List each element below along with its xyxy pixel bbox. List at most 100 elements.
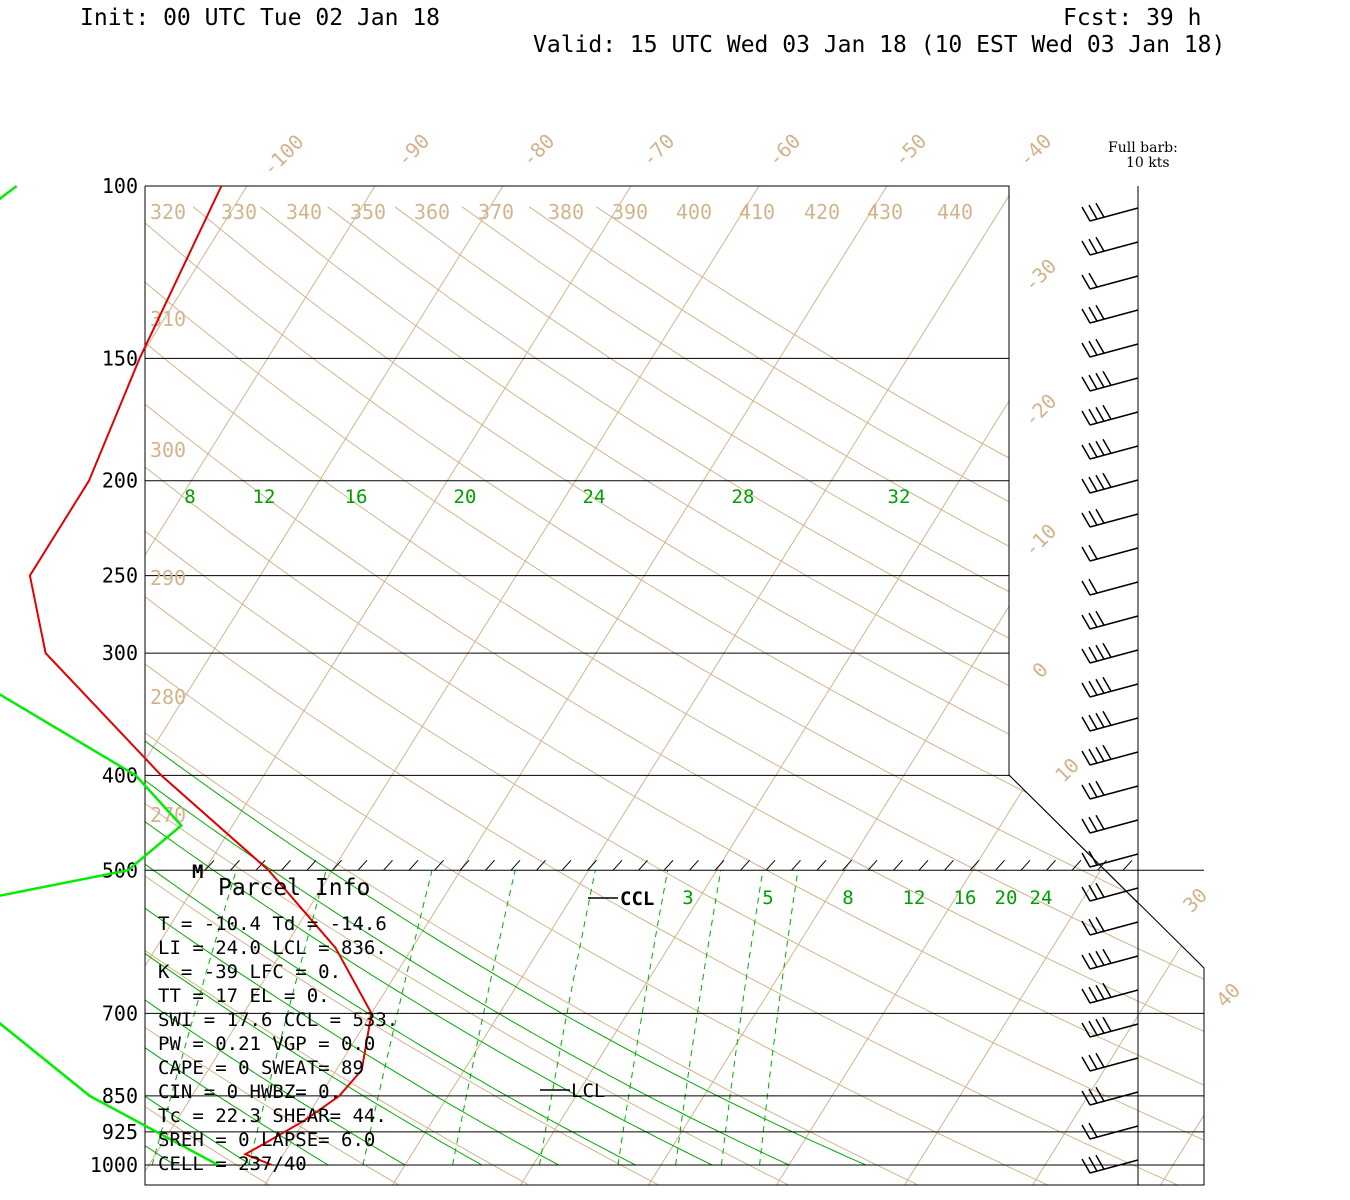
mixing-ratio-lines [151, 870, 799, 1166]
wind-barb-flag [1102, 370, 1112, 386]
dry-adiabat [595, 206, 1204, 1185]
mixing-ratio-label: 28 [732, 486, 755, 508]
hatch-mark [765, 859, 776, 871]
hatch-mark [281, 859, 291, 871]
isotherm-line [145, 186, 646, 1185]
wind-barb-flag [1081, 750, 1091, 766]
theta-label: 360 [414, 200, 450, 224]
parcel-info-title: Parcel Info [218, 875, 370, 901]
wind-barb-staff [1089, 649, 1139, 664]
wind-barb-flag [1088, 442, 1098, 458]
isotherm-line [391, 186, 1030, 1185]
wind-barb-staff [1089, 547, 1139, 562]
mixing-ratio-line [675, 870, 722, 1166]
valid-time: Valid: 15 UTC Wed 03 Jan 18 (10 EST Wed … [533, 32, 1225, 58]
wind-barb-flag [1088, 578, 1098, 594]
wind-barb-flag [1102, 744, 1112, 760]
dry-adiabat [145, 206, 1204, 1185]
hatch-mark [485, 859, 495, 871]
wind-barb-flag [1081, 648, 1091, 664]
hatch-mark [1020, 859, 1031, 871]
isotherm-label: 30 [1178, 883, 1212, 917]
pressure-label: 925 [102, 1120, 138, 1144]
hatch-mark [204, 859, 215, 871]
wind-barb-staff [1089, 1057, 1139, 1072]
wind-barb-flag [1095, 508, 1105, 524]
parcel-info-row: SREH = 0 LAPSE= 6.0 [158, 1129, 375, 1151]
wind-barb-staff [1089, 887, 1139, 902]
mixing-ratio-label: 12 [903, 887, 926, 909]
init-time: Init: 00 UTC Tue 02 Jan 18 [80, 5, 440, 31]
wind-barb-flag [1088, 1122, 1098, 1138]
parcel-info-row: TT = 17 EL = 0. [158, 985, 330, 1007]
wind-barb-staff [1089, 819, 1139, 834]
dry-adiabat [145, 206, 1180, 1185]
mixing-ratio-line [362, 870, 433, 1166]
wind-barb-flag [1088, 1088, 1098, 1104]
isotherm-label: -60 [763, 129, 806, 172]
wind-barb-flag [1102, 438, 1112, 454]
dry-adiabat [145, 206, 790, 1185]
wind-barb-flag [1081, 614, 1091, 630]
mixing-ratio-label: 16 [345, 486, 368, 508]
hatch-mark [791, 859, 801, 871]
wind-barb-flag [1081, 1090, 1091, 1106]
wind-barb-flag [1088, 680, 1098, 696]
mixing-ratio-label: 20 [995, 887, 1018, 909]
wind-barb-flag [1095, 338, 1105, 354]
isotherm-label: 10 [1050, 753, 1084, 787]
mixing-ratio-label: 3 [682, 887, 693, 909]
wind-barb-flag [1088, 306, 1098, 322]
wind-barb-flag [1081, 444, 1091, 460]
hatch-mark [459, 859, 470, 871]
isotherm-label: -80 [517, 129, 560, 172]
isotherm-line [145, 186, 774, 1185]
dry-adiabat [145, 206, 661, 1185]
dry-adiabat [394, 206, 1204, 1185]
wind-barb-flag [1095, 372, 1105, 388]
wind-barb-flag [1081, 784, 1091, 800]
wind-barb-flag [1088, 952, 1098, 968]
parcel-info-row: Tc = 22.3 SHEAR= 44. [158, 1105, 387, 1127]
wind-barb-flag [1088, 748, 1098, 764]
isobars [145, 185, 1204, 1166]
theta-label: 350 [350, 200, 386, 224]
wind-barb-flag [1081, 818, 1091, 834]
parcel-info-row: PW = 0.21 VGP = 0.0 [158, 1033, 375, 1055]
wind-barbs [1081, 202, 1139, 1174]
pressure-label: 500 [102, 858, 138, 882]
wind-barb-staff [1089, 479, 1139, 494]
moist-adiabats [145, 480, 867, 1166]
wind-barb-flag [1088, 1054, 1098, 1070]
theta-label: 430 [867, 200, 903, 224]
parcel-info-row: CAPE = 0 SWEAT= 89 [158, 1057, 364, 1079]
theta-label: 380 [548, 200, 584, 224]
wind-barb-staff [1089, 309, 1139, 324]
moist-adiabat [145, 480, 406, 1166]
mixing-ratio-label: 8 [842, 887, 853, 909]
wind-barb-flag [1095, 814, 1105, 830]
dry-adiabat [192, 206, 1204, 1185]
wind-barb-flag [1081, 274, 1091, 290]
wind-barb-staff [1089, 853, 1139, 868]
wind-barb-staff [1089, 785, 1139, 800]
wind-barb-flag [1088, 850, 1098, 866]
wind-barb-flag [1081, 1056, 1091, 1072]
pressure-label: 100 [102, 174, 138, 198]
wind-barb-flag [1102, 472, 1112, 488]
wind-barb-flag [1081, 580, 1091, 596]
wind-barb-flag [1095, 1018, 1105, 1034]
dry-adiabat [145, 206, 1204, 1185]
hatch-mark [230, 859, 240, 871]
pressure-label: 1000 [90, 1153, 138, 1177]
dry-adiabat [528, 206, 1204, 1185]
wind-barb-staff [1089, 377, 1139, 392]
theta-label: 420 [804, 200, 840, 224]
wind-barb-staff [1089, 513, 1139, 528]
dry-adiabat [145, 206, 920, 1185]
mixing-ratio-label: 12 [253, 486, 276, 508]
isotherm-line [775, 186, 1204, 1185]
isotherm-line [145, 186, 390, 1185]
hatch-mark [587, 859, 597, 871]
wind-barb-flag [1081, 240, 1091, 256]
